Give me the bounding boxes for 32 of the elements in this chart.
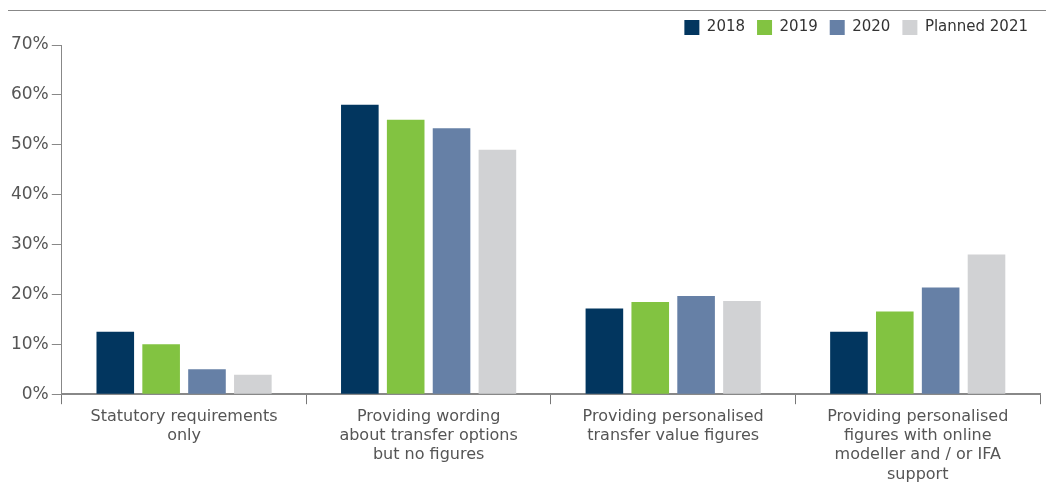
- bar: [96, 331, 135, 394]
- bar: [386, 119, 425, 394]
- y-tick-label: 0%: [21, 382, 49, 403]
- bar: [830, 331, 868, 394]
- bar: [142, 344, 180, 394]
- bar: [921, 287, 960, 394]
- legend-label: 2019: [779, 17, 818, 36]
- bar: [432, 128, 471, 394]
- bar: [341, 104, 379, 394]
- y-tick-label: 70%: [10, 33, 49, 54]
- bar: [188, 369, 226, 394]
- bar: [967, 254, 1006, 394]
- bar: [234, 374, 272, 394]
- legend-label: Planned 2021: [924, 17, 1029, 36]
- bar: [876, 311, 914, 394]
- y-tick-label: 40%: [10, 183, 49, 204]
- y-tick-label: 20%: [10, 282, 49, 303]
- bar: [585, 308, 624, 394]
- legend-label: 2020: [852, 17, 891, 36]
- x-tick-label: Statutory requirements only: [90, 405, 278, 445]
- y-tick-label: 60%: [10, 83, 49, 104]
- bar: [723, 300, 761, 394]
- legend-label: 2018: [706, 17, 746, 36]
- bar: [631, 301, 670, 394]
- x-tick-label: Providing personalised figures with online modeller and / or IFA support: [827, 405, 1009, 483]
- x-tick-label: Providing wording about transfer options but no figures: [339, 405, 518, 464]
- bar: [677, 295, 715, 394]
- y-tick-label: 50%: [10, 133, 49, 154]
- y-tick-label: 10%: [10, 332, 49, 353]
- x-tick-label: Providing personalised transfer value figures: [582, 405, 764, 445]
- bar: [478, 149, 517, 394]
- y-tick-label: 30%: [10, 232, 49, 253]
